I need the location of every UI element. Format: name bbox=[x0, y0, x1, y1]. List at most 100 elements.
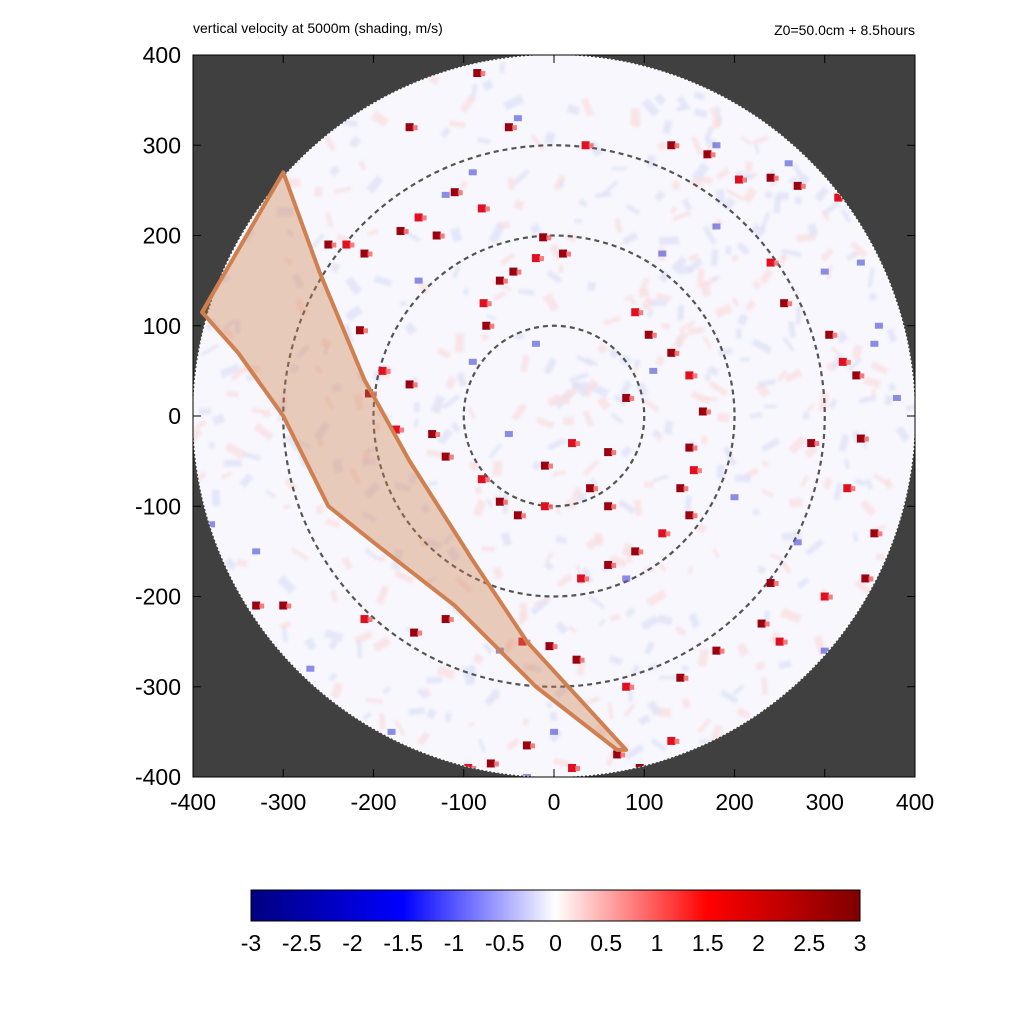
texture-patch bbox=[492, 290, 507, 301]
texture-patch bbox=[505, 737, 521, 751]
texture-patch bbox=[467, 721, 475, 727]
updraft-cell bbox=[568, 439, 577, 448]
texture-patch bbox=[445, 712, 452, 723]
updraft-cell-halo bbox=[800, 183, 806, 189]
texture-patch bbox=[603, 315, 621, 326]
texture-patch bbox=[366, 175, 384, 194]
updraft-cell bbox=[735, 175, 744, 184]
texture-patch bbox=[450, 227, 463, 243]
texture-patch bbox=[545, 700, 553, 709]
updraft-cell bbox=[536, 46, 544, 54]
texture-patch bbox=[501, 531, 512, 547]
texture-patch bbox=[332, 458, 343, 474]
texture-patch bbox=[195, 419, 207, 430]
texture-patch bbox=[639, 277, 650, 292]
texture-patch bbox=[646, 699, 662, 716]
texture-patch bbox=[620, 445, 633, 458]
updraft-cell-halo bbox=[683, 486, 689, 492]
texture-patch bbox=[481, 79, 494, 92]
updraft-cell-halo bbox=[286, 603, 292, 609]
texture-patch bbox=[715, 106, 723, 123]
downdraft-cell bbox=[712, 223, 721, 230]
updraft-cell bbox=[807, 439, 816, 448]
texture-patch bbox=[492, 460, 503, 476]
texture-patch bbox=[740, 135, 752, 145]
texture-patch bbox=[566, 104, 580, 116]
texture-patch bbox=[691, 162, 710, 182]
downdraft-cell bbox=[658, 250, 667, 257]
texture-patch bbox=[820, 209, 830, 222]
texture-patch bbox=[282, 256, 294, 266]
updraft-cell bbox=[775, 637, 784, 646]
texture-patch bbox=[769, 553, 783, 562]
texture-patch bbox=[672, 330, 689, 350]
x-tick-label: 400 bbox=[896, 789, 934, 815]
texture-patch bbox=[632, 363, 639, 375]
texture-patch bbox=[400, 301, 407, 307]
downdraft-cell bbox=[649, 367, 658, 374]
texture-patch bbox=[630, 107, 641, 127]
updraft-cell-halo bbox=[683, 675, 689, 681]
updraft-cell-halo bbox=[502, 499, 508, 505]
texture-patch bbox=[655, 293, 672, 302]
updraft-cell bbox=[324, 240, 333, 249]
updraft-cell bbox=[631, 308, 640, 317]
texture-patch bbox=[531, 460, 542, 471]
updraft-cell-halo bbox=[421, 215, 427, 221]
texture-patch bbox=[456, 372, 468, 388]
texture-patch bbox=[420, 503, 431, 514]
texture-patch bbox=[651, 738, 668, 752]
texture-patch bbox=[659, 675, 678, 680]
updraft-cell bbox=[838, 357, 847, 366]
texture-patch bbox=[330, 589, 338, 602]
texture-patch bbox=[571, 487, 582, 501]
texture-patch bbox=[419, 537, 428, 548]
updraft-cell bbox=[410, 628, 419, 637]
updraft-cell-halo bbox=[584, 576, 590, 582]
texture-patch bbox=[787, 320, 796, 338]
texture-patch bbox=[459, 94, 476, 113]
y-tick-label: -200 bbox=[135, 584, 181, 610]
y-tick-label: 300 bbox=[143, 132, 181, 158]
reference-circle bbox=[372, 234, 736, 598]
texture-patch bbox=[654, 190, 666, 202]
texture-patch bbox=[625, 203, 640, 216]
texture-patch bbox=[549, 711, 558, 721]
texture-patch bbox=[697, 648, 710, 667]
texture-patch bbox=[641, 397, 660, 413]
updraft-cell bbox=[495, 276, 504, 285]
updraft-cell-halo bbox=[692, 445, 698, 451]
texture-patch bbox=[782, 336, 795, 352]
domain-disk bbox=[193, 55, 915, 777]
texture-patch bbox=[802, 411, 810, 420]
updraft-cell-halo bbox=[412, 382, 418, 388]
texture-patch bbox=[735, 474, 751, 483]
texture-patch bbox=[631, 664, 641, 676]
texture-patch bbox=[710, 249, 719, 267]
texture-patch bbox=[290, 547, 309, 561]
texture-patch bbox=[868, 292, 878, 301]
downdraft-cell bbox=[522, 774, 531, 777]
updraft-cell-halo bbox=[579, 657, 585, 663]
texture-patch bbox=[750, 223, 766, 238]
updraft-cell-halo bbox=[868, 576, 874, 582]
texture-patch bbox=[838, 433, 850, 452]
texture-patch bbox=[342, 323, 354, 344]
updraft-cell bbox=[360, 615, 369, 624]
texture-patch bbox=[279, 621, 292, 630]
updraft-cell bbox=[432, 231, 441, 240]
updraft-cell-halo bbox=[484, 477, 490, 483]
texture-patch bbox=[424, 537, 442, 550]
texture-patch bbox=[691, 135, 703, 156]
texture-patch bbox=[858, 395, 877, 404]
texture-patch bbox=[362, 511, 377, 523]
texture-patch bbox=[324, 629, 344, 642]
texture-patch bbox=[725, 245, 733, 256]
updraft-cell bbox=[586, 484, 595, 493]
texture-patch bbox=[219, 363, 241, 378]
colorbar-tick-label: 2.5 bbox=[793, 930, 825, 956]
texture-patch bbox=[610, 614, 621, 622]
texture-patch bbox=[427, 480, 438, 487]
updraft-cell-halo bbox=[674, 143, 680, 149]
texture-patch bbox=[852, 532, 859, 543]
